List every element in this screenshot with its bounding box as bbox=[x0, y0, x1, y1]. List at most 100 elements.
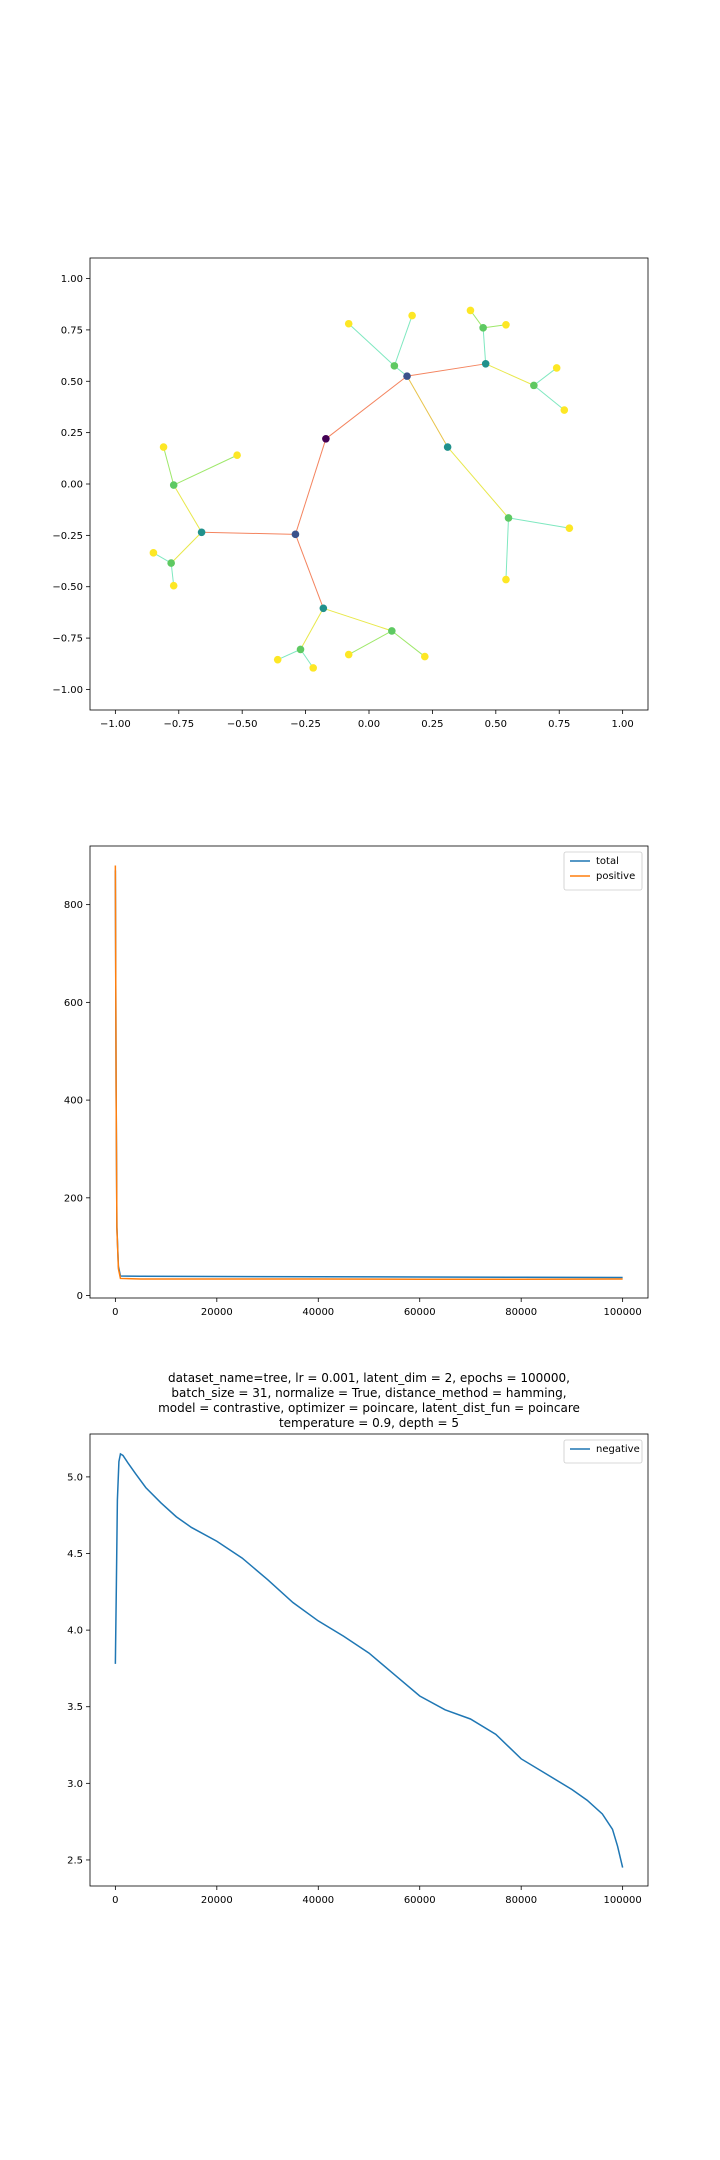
tree-node bbox=[159, 443, 168, 451]
tree-edge bbox=[505, 517, 509, 580]
tree-edge bbox=[294, 534, 324, 609]
tree-edges bbox=[153, 310, 570, 669]
x-tick-label: 60000 bbox=[404, 1895, 436, 1906]
x-tick-label: −0.75 bbox=[163, 719, 194, 730]
x-axis-ticks: 0 20000 40000 60000 80000 100000 bbox=[112, 1886, 642, 1906]
tree-edge bbox=[406, 363, 486, 377]
x-tick-label: 0.75 bbox=[548, 719, 570, 730]
tree-edge bbox=[482, 327, 487, 364]
tree-edge bbox=[201, 531, 296, 535]
tree-node bbox=[403, 372, 411, 380]
y-tick-label: 5.0 bbox=[67, 1472, 83, 1483]
y-tick-label: 0.25 bbox=[61, 428, 83, 439]
x-tick-label: 60000 bbox=[404, 1307, 436, 1318]
y-tick-label: 0.50 bbox=[61, 377, 83, 388]
loss-lines bbox=[114, 865, 623, 1280]
tree-edge bbox=[325, 375, 408, 440]
tree-edge bbox=[485, 363, 535, 386]
tree-node bbox=[388, 627, 396, 635]
tree-node bbox=[504, 514, 513, 522]
tree-node bbox=[344, 319, 353, 328]
tree-node bbox=[197, 528, 206, 537]
y-tick-label: 0.00 bbox=[61, 480, 83, 491]
series-line-negative bbox=[114, 1452, 624, 1868]
y-tick-label: 0.75 bbox=[61, 325, 83, 336]
x-tick-label: 100000 bbox=[604, 1307, 642, 1318]
x-tick-label: 1.00 bbox=[612, 719, 634, 730]
tree-node bbox=[149, 549, 158, 557]
legend-label-total: total bbox=[596, 856, 619, 867]
negative-loss-plot: dataset_name=tree, lr = 0.001, latent_di… bbox=[67, 1371, 649, 1906]
tree-edge bbox=[393, 315, 413, 367]
y-tick-label: 400 bbox=[64, 1096, 83, 1107]
x-tick-label: −0.50 bbox=[227, 719, 258, 730]
x-tick-label: 100000 bbox=[604, 1895, 642, 1906]
x-tick-label: 40000 bbox=[302, 1307, 334, 1318]
tree-embedding-plot: −1.00 −0.75 −0.50 −0.25 0.00 0.25 0.50 0.75 1.00… bbox=[52, 257, 649, 730]
x-tick-label: 40000 bbox=[302, 1895, 334, 1906]
y-tick-label: 4.5 bbox=[67, 1549, 83, 1560]
tree-edge bbox=[173, 454, 238, 486]
y-axis-ticks: 0 200 400 600 800 bbox=[64, 900, 90, 1302]
tree-edge bbox=[170, 531, 202, 564]
tree-edge bbox=[508, 517, 570, 529]
tree-node bbox=[309, 664, 318, 672]
tree-node bbox=[552, 364, 561, 372]
y-tick-label: 4.0 bbox=[67, 1626, 83, 1637]
tree-node bbox=[502, 575, 510, 584]
x-tick-label: −0.25 bbox=[290, 719, 321, 730]
tree-node bbox=[273, 655, 282, 664]
x-tick-label: 20000 bbox=[201, 1307, 233, 1318]
y-axis-ticks: 5.0 4.5 4.0 3.5 3.0 2.5 bbox=[67, 1472, 90, 1866]
tree-node bbox=[390, 362, 399, 370]
title-line: model = contrastive, optimizer = poincar… bbox=[158, 1401, 580, 1415]
y-tick-label: 3.0 bbox=[67, 1779, 83, 1790]
tree-node bbox=[233, 451, 241, 460]
tree-edge bbox=[447, 446, 509, 519]
tree-node bbox=[565, 524, 574, 532]
y-tick-label: −0.50 bbox=[52, 582, 83, 593]
tree-node bbox=[319, 604, 328, 613]
tree-node bbox=[443, 443, 452, 451]
title-line: batch_size = 31, normalize = True, dista… bbox=[171, 1386, 566, 1400]
y-tick-label: 200 bbox=[64, 1193, 83, 1204]
tree-edge bbox=[277, 648, 301, 661]
tree-node bbox=[530, 381, 538, 390]
tree-node bbox=[167, 559, 175, 567]
y-tick-label: 3.5 bbox=[67, 1702, 83, 1713]
y-tick-label: −0.25 bbox=[52, 531, 83, 542]
tree-edge bbox=[406, 375, 449, 448]
tree-node bbox=[481, 360, 490, 368]
y-axis-ticks: 1.00 0.75 0.50 0.25 0.00 −0.25 −0.50 −0.75 −1.00 bbox=[52, 274, 90, 696]
tree-node bbox=[408, 311, 416, 320]
y-tick-label: 0 bbox=[77, 1291, 83, 1302]
tree-edge bbox=[348, 630, 393, 655]
loss-lines bbox=[114, 1452, 624, 1868]
tree-edge bbox=[533, 384, 565, 411]
tree-edge bbox=[483, 324, 507, 329]
y-tick-label: 2.5 bbox=[67, 1855, 83, 1866]
tree-node bbox=[344, 650, 353, 659]
legend-box bbox=[563, 1439, 643, 1464]
x-tick-label: 0 bbox=[112, 1307, 118, 1318]
tree-node bbox=[479, 324, 487, 332]
tree-edge bbox=[348, 323, 395, 367]
y-tick-label: 600 bbox=[64, 998, 83, 1009]
tree-node bbox=[502, 320, 510, 329]
tree-node bbox=[560, 406, 569, 414]
plot-frame bbox=[89, 845, 649, 1299]
series-line-positive bbox=[114, 865, 623, 1280]
tree-node bbox=[296, 645, 305, 654]
chart-title: dataset_name=tree, lr = 0.001, latent_di… bbox=[158, 1371, 580, 1430]
x-tick-label: −1.00 bbox=[100, 719, 131, 730]
x-axis-ticks: −1.00 −0.75 −0.50 −0.25 0.00 0.25 0.50 0.75 1.00 bbox=[100, 710, 634, 730]
tree-edge bbox=[300, 608, 324, 650]
tree-node bbox=[322, 435, 330, 443]
y-tick-label: 1.00 bbox=[61, 274, 83, 285]
total-positive-loss-plot: 0 20000 40000 60000 80000 100000 0 200 400 600 80… bbox=[64, 845, 649, 1318]
tree-node bbox=[466, 306, 475, 315]
tree-edge bbox=[294, 438, 327, 535]
tree-node bbox=[169, 481, 178, 489]
title-line: dataset_name=tree, lr = 0.001, latent_di… bbox=[168, 1371, 570, 1385]
